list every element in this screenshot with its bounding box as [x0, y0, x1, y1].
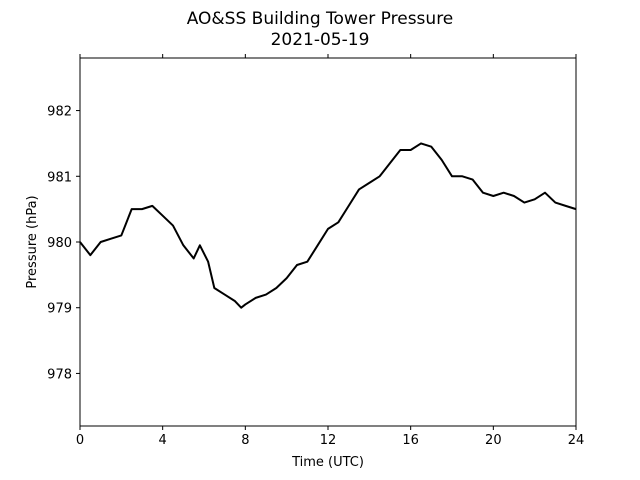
y-axis-label: Pressure (hPa): [25, 195, 40, 288]
x-tick-label: 4: [159, 433, 167, 448]
x-tick-label: 12: [320, 433, 337, 448]
x-axis-label: Time (UTC): [291, 455, 364, 470]
y-axis: 978 979 980 981 982: [47, 105, 80, 382]
x-tick-label: 8: [241, 433, 249, 448]
y-tick-label: 981: [47, 170, 72, 185]
chart-title: AO&SS Building Tower Pressure: [187, 9, 454, 29]
y-tick-label: 982: [47, 105, 72, 120]
x-tick-label: 20: [485, 433, 502, 448]
y-tick-label: 978: [47, 367, 72, 382]
x-tick-label: 0: [76, 433, 84, 448]
x-axis: 0 4 8 12 16 20 24: [76, 54, 584, 448]
y-tick-label: 980: [47, 236, 72, 251]
x-tick-label: 24: [568, 433, 585, 448]
plot-area-frame: [79, 57, 577, 427]
x-tick-label: 16: [402, 433, 419, 448]
series-line-pressure: [79, 142, 577, 309]
chart-subtitle: 2021-05-19: [271, 30, 370, 50]
y-tick-label: 979: [47, 302, 72, 317]
